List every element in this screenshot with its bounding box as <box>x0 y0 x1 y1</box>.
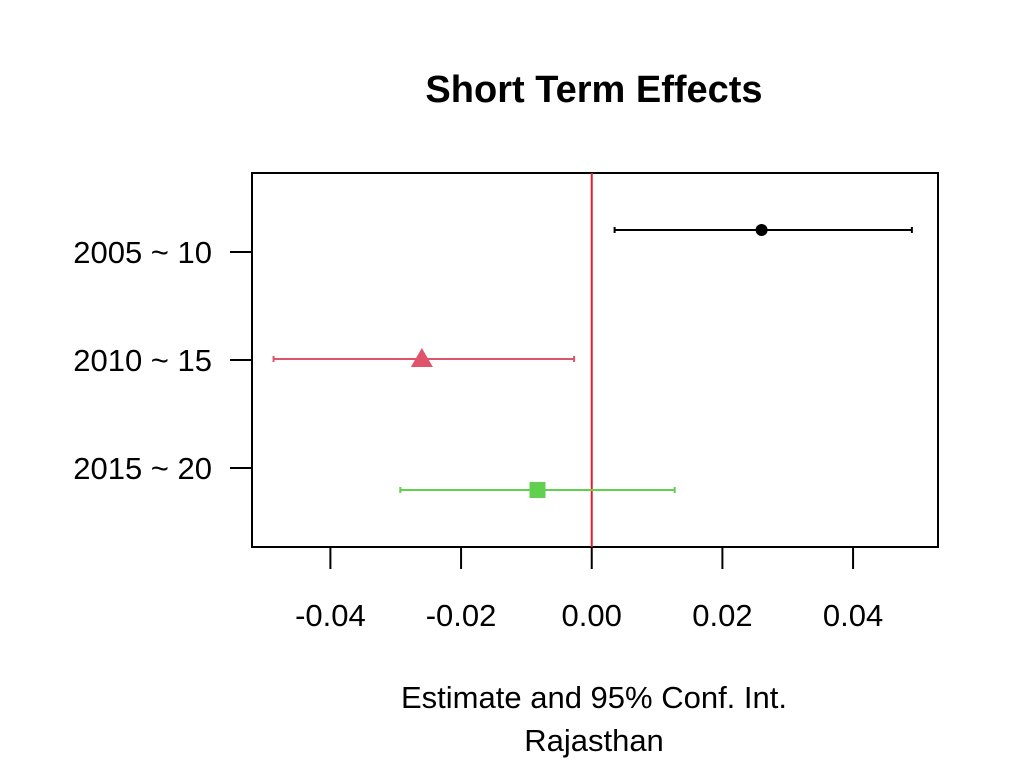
chart-subtitle: Rajasthan <box>524 723 664 758</box>
data-marks <box>272 224 913 498</box>
y-tick-label: 2015 ~ 20 <box>73 451 212 486</box>
y-tick-label: 2005 ~ 10 <box>73 235 212 270</box>
x-tick-label: 0.02 <box>692 598 752 633</box>
x-tick-label: -0.02 <box>426 598 497 633</box>
x-tick-label: -0.04 <box>295 598 366 633</box>
x-tick-label: 0.04 <box>823 598 883 633</box>
ci-group <box>399 482 676 498</box>
y-axis: 2005 ~ 10 2010 ~ 15 2015 ~ 20 <box>73 235 252 486</box>
ci-group <box>272 348 576 367</box>
chart-title: Short Term Effects <box>425 69 762 111</box>
x-tick-label: 0.00 <box>562 598 622 633</box>
x-axis-label: Estimate and 95% Conf. Int. <box>401 680 787 715</box>
estimate-point-triangle <box>410 348 433 367</box>
x-axis: -0.04 -0.02 0.00 0.02 0.04 <box>295 547 883 633</box>
ci-group <box>613 224 913 236</box>
estimate-point-square <box>529 482 546 498</box>
y-tick-label: 2010 ~ 15 <box>73 343 212 378</box>
estimate-point-circle <box>755 224 768 236</box>
